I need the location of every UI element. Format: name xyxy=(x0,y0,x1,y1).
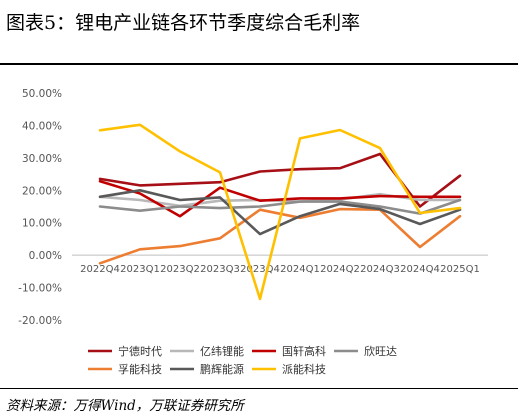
legend-label: 孚能科技 xyxy=(118,362,162,376)
line-chart: -20.00% -10.00% 0.00% 10.00% 20.00% 30.00% 40.… xyxy=(18,88,488,376)
x-tick-label: 2023Q1 xyxy=(120,264,160,275)
legend-label: 派能科技 xyxy=(282,362,326,376)
x-tick-label: 2023Q2 xyxy=(160,264,200,275)
x-tick-label: 2023Q3 xyxy=(200,264,240,275)
x-tick-label: 2022Q4 xyxy=(80,264,120,275)
series-line xyxy=(98,123,462,301)
x-tick-label: 2025Q1 xyxy=(440,264,480,275)
series-line xyxy=(98,179,462,218)
legend-label: 国轩高科 xyxy=(282,344,326,358)
x-tick-label: 2024Q2 xyxy=(320,264,360,275)
y-tick-label: 10.00% xyxy=(22,218,62,230)
title-rule xyxy=(0,63,518,65)
x-tick-label: 2024Q4 xyxy=(400,264,440,275)
legend-label: 亿纬锂能 xyxy=(200,344,244,358)
y-tick-label: -10.00% xyxy=(18,283,62,295)
series-line xyxy=(98,198,462,215)
figure-title: 图表5：锂电产业链各环节季度综合毛利率 xyxy=(6,12,361,34)
x-axis: 2022Q4 2023Q1 2023Q2 2023Q3 2023Q4 2024Q1 2024… xyxy=(72,254,488,275)
x-tick-label: 2024Q1 xyxy=(280,264,320,275)
legend-label: 欣旺达 xyxy=(364,344,397,358)
y-tick-label: 30.00% xyxy=(22,153,62,165)
series-line xyxy=(98,189,462,236)
y-tick-label: 0.00% xyxy=(29,250,62,262)
x-tick-label: 2024Q3 xyxy=(360,264,400,275)
source-rule xyxy=(0,388,518,389)
legend-label: 宁德时代 xyxy=(118,344,162,358)
source-note: 资料来源：万得Wind，万联证券研究所 xyxy=(6,398,244,414)
legend-label: 鹏辉能源 xyxy=(200,362,244,376)
x-tick-label: 2023Q4 xyxy=(240,264,280,275)
y-tick-label: -20.00% xyxy=(18,315,62,327)
y-tick-label: 20.00% xyxy=(22,185,62,197)
y-axis: -20.00% -10.00% 0.00% 10.00% 20.00% 30.00% 40.… xyxy=(18,88,62,327)
y-tick-label: 50.00% xyxy=(22,88,62,100)
y-tick-label: 40.00% xyxy=(22,120,62,132)
series-layer xyxy=(98,123,462,301)
